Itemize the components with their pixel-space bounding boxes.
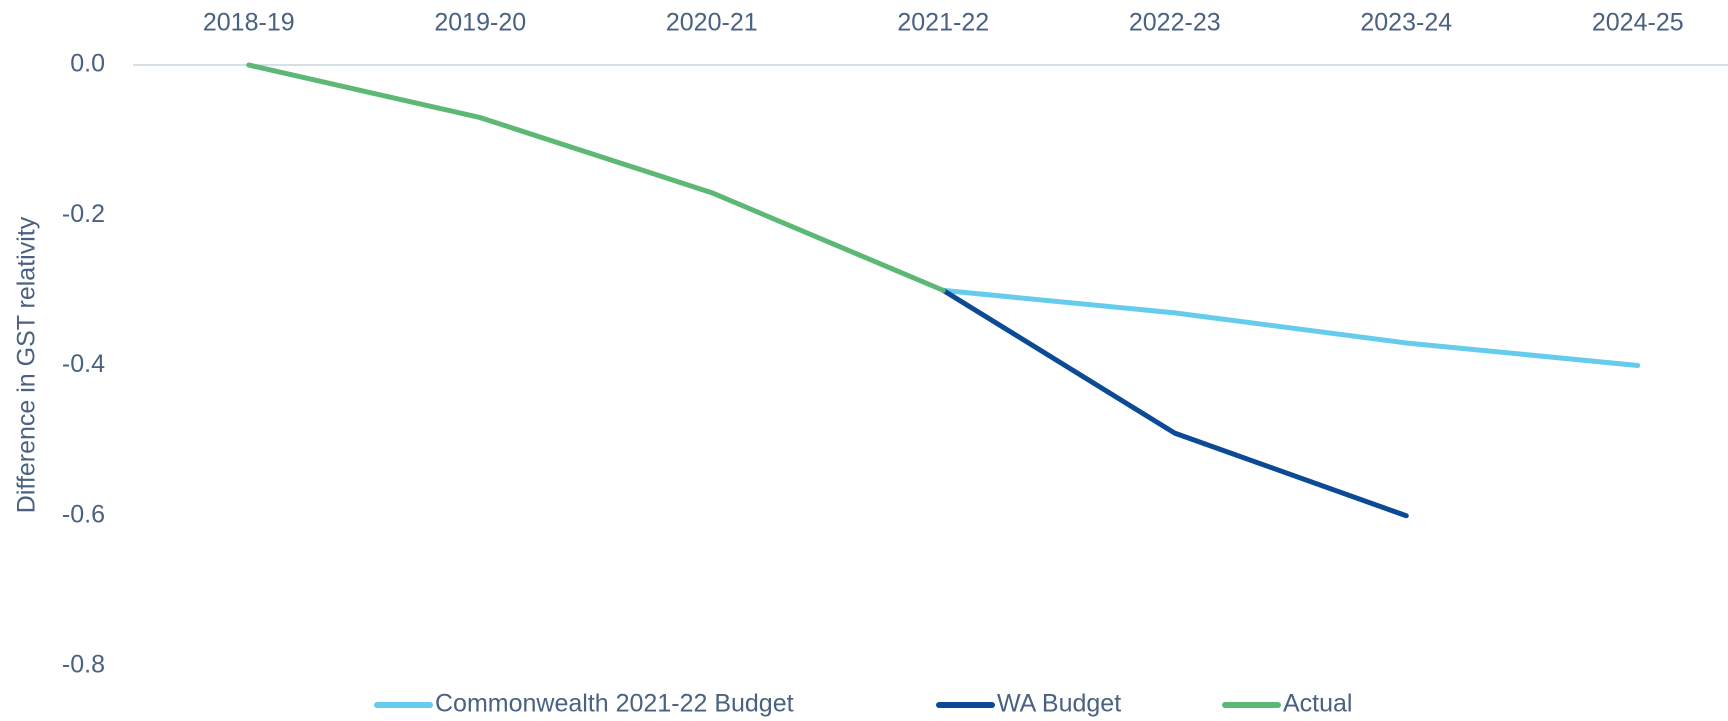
series-line [940, 287, 1641, 368]
x-tick-label: 2024-25 [1592, 9, 1684, 37]
series-line [940, 287, 1409, 519]
x-tick-label: 2020-21 [666, 9, 758, 37]
y-tick-label: -0.8 [62, 651, 105, 679]
y-tick-label: -0.2 [62, 200, 105, 228]
y-tick-label: 0.0 [70, 50, 105, 78]
x-tick-label: 2022-23 [1129, 9, 1221, 37]
x-tick-label: 2019-20 [434, 9, 526, 37]
legend-label: Actual [1283, 690, 1352, 718]
y-tick-label: -0.4 [62, 350, 105, 378]
y-tick-label: -0.6 [62, 500, 105, 528]
legend-label: WA Budget [997, 690, 1121, 718]
legend-label: Commonwealth 2021-22 Budget [435, 690, 794, 718]
series-line [246, 62, 946, 293]
y-axis-label: Difference in GST relativity [13, 216, 41, 513]
x-tick-label: 2021-22 [897, 9, 989, 37]
x-tick-label: 2023-24 [1360, 9, 1452, 37]
x-tick-label: 2018-19 [203, 9, 295, 37]
